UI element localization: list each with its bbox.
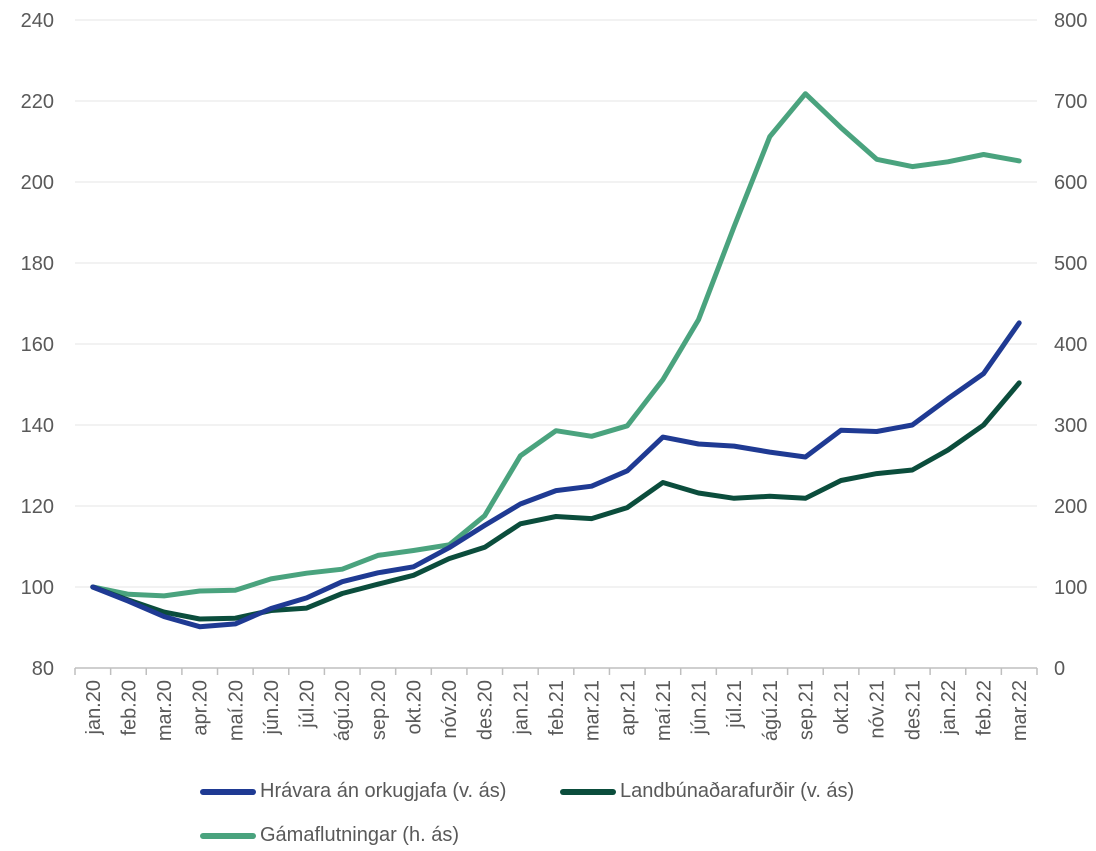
- x-axis-tick-label: mar.22: [1009, 680, 1031, 741]
- legend-item-series-3: Gámaflutningar (h. ás): [200, 824, 459, 847]
- legend-label-series-2: Landbúnaðarafurðir (v. ás): [620, 780, 855, 802]
- right-axis-tick-label: 800: [1054, 10, 1087, 32]
- x-axis-tick-label: feb.20: [118, 680, 140, 736]
- series-line-1: [90, 320, 1022, 630]
- left-axis-tick-label: 200: [21, 172, 54, 194]
- x-axis-tick-label: nóv.21: [867, 680, 889, 739]
- left-axis-tick-label: 160: [21, 334, 54, 356]
- x-axis-tick-label: ágú.21: [760, 680, 782, 741]
- series-lines: [90, 91, 1022, 630]
- right-axis-tick-label: 100: [1054, 577, 1087, 599]
- left-axis-tick-label: 120: [21, 496, 54, 518]
- x-axis-tick-label: júl.21: [724, 680, 746, 729]
- left-axis-tick-label: 240: [21, 10, 54, 32]
- x-axis-tick-label: mar.21: [582, 680, 604, 741]
- right-axis-tick-label: 200: [1054, 496, 1087, 518]
- legend-item-series-2: Landbúnaðarafurðir (v. ás): [560, 780, 854, 803]
- x-axis-tick-label: maí.20: [225, 680, 247, 741]
- legend-swatch-series-3: [200, 832, 256, 839]
- right-axis-tick-label: 400: [1054, 334, 1087, 356]
- right-axis-tick-label: 600: [1054, 172, 1087, 194]
- x-axis-tick-label: jan.22: [938, 680, 960, 736]
- x-axis-tick-label: sep.21: [795, 680, 817, 740]
- right-axis-tick-label: 700: [1054, 91, 1087, 113]
- legend-label-series-3: Gámaflutningar (h. ás): [260, 824, 459, 846]
- x-axis-tick-label: okt.21: [831, 680, 853, 734]
- right-axis-ticks: 0 100 200 300 400 500 600 700 800: [1054, 10, 1087, 680]
- x-axis-tick-label: jún.20: [261, 680, 283, 736]
- x-axis-tick-label: apr.21: [617, 680, 639, 736]
- x-axis-tick-label: sep.20: [368, 680, 390, 740]
- right-axis-tick-label: 0: [1054, 658, 1065, 680]
- x-axis-tick-label: des.20: [475, 680, 497, 740]
- x-axis-tick-label: jan.20: [83, 680, 105, 736]
- line-chart: 80 100 120 140 160 180 200 220 240 0 100 200 300 400…: [21, 10, 1088, 741]
- x-axis-tick-label: feb.21: [546, 680, 568, 736]
- series-line-3: [90, 91, 1022, 599]
- x-axis-tick-label: feb.22: [974, 680, 996, 736]
- left-axis-tick-label: 80: [32, 658, 54, 680]
- right-axis-tick-label: 300: [1054, 415, 1087, 437]
- x-axis-tick-label: ágú.20: [332, 680, 354, 741]
- left-axis-tick-label: 180: [21, 253, 54, 275]
- right-axis-tick-label: 500: [1054, 253, 1087, 275]
- left-axis-tick-label: 220: [21, 91, 54, 113]
- x-axis-tick-label: apr.20: [190, 680, 212, 736]
- legend-label-series-1: Hrávara án orkugjafa (v. ás): [260, 780, 507, 802]
- x-axis-tick-label: júl.20: [297, 680, 319, 729]
- x-axis-tick-label: jan.21: [510, 680, 532, 736]
- legend-item-series-1: Hrávara án orkugjafa (v. ás): [200, 780, 506, 803]
- x-axis-tick-label: des.21: [902, 680, 924, 740]
- left-axis-tick-label: 140: [21, 415, 54, 437]
- left-axis-ticks: 80 100 120 140 160 180 200 220 240: [21, 10, 54, 680]
- left-axis-tick-label: 100: [21, 577, 54, 599]
- x-axis-tick-label: nóv.20: [439, 680, 461, 739]
- gridlines: [75, 19, 1037, 588]
- series-line-2: [90, 380, 1022, 622]
- x-axis-tick-label: okt.20: [403, 680, 425, 734]
- x-axis-ticks: jan.20 feb.20 mar.20 apr.20 maí.20 jún.20 júl.…: [83, 680, 1031, 741]
- axis-lines: [74, 667, 1038, 675]
- legend-swatch-series-2: [560, 788, 616, 795]
- legend-swatch-series-1: [200, 788, 256, 795]
- x-axis-tick-label: jún.21: [689, 680, 711, 736]
- x-axis-tick-label: maí.21: [653, 680, 675, 741]
- x-axis-tick-label: mar.20: [154, 680, 176, 741]
